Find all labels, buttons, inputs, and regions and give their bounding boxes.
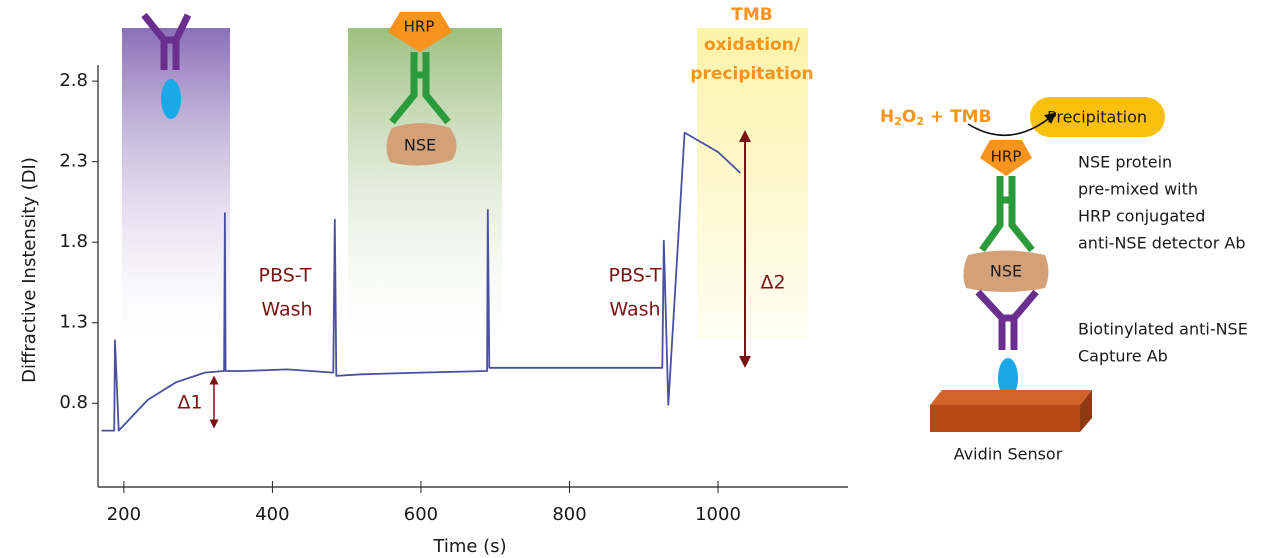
reaction-part: + TMB	[924, 107, 992, 127]
biotin	[998, 358, 1018, 398]
hrp-label: HRP	[991, 148, 1022, 166]
x-tick-label: 600	[404, 504, 438, 525]
sensor-side	[1080, 390, 1092, 432]
x-tick-label: 800	[552, 504, 586, 525]
delta-label: Δ1	[177, 392, 202, 414]
detector-icon	[389, 52, 451, 125]
sensor-top	[930, 390, 1092, 405]
wash-label: Wash	[261, 299, 312, 321]
y-tick-label: 1.8	[59, 231, 88, 252]
detector-label: HRP conjugated	[1078, 207, 1205, 226]
nse-icon	[386, 123, 457, 166]
y-tick-label: 2.8	[59, 70, 88, 91]
biotin-icon	[161, 79, 181, 119]
yellow-band	[697, 28, 808, 338]
x-tick-label: 200	[107, 504, 141, 525]
detector-label: pre-mixed with	[1078, 180, 1198, 199]
nse-shape	[963, 250, 1049, 292]
reaction-part: H	[880, 107, 894, 127]
y-tick-label: 0.8	[59, 392, 88, 413]
plot: Diffractive Instensity (DI) Time (s) PBS…	[19, 5, 848, 557]
tmb-label: TMB	[731, 5, 772, 25]
x-tick-label: 400	[255, 504, 289, 525]
capture-label: Capture Ab	[1078, 347, 1168, 366]
hrp-shape	[980, 140, 1032, 176]
data-line	[101, 131, 741, 432]
diagram: H2O2 + TMB Precipitation HRP NSE Avidin …	[880, 97, 1248, 464]
y-tick-label: 2.3	[59, 151, 88, 172]
tmb-label: precipitation	[690, 64, 813, 84]
sensor-label: Avidin Sensor	[954, 445, 1063, 464]
reaction-arrow	[967, 112, 1057, 136]
hrp-icon	[388, 12, 452, 52]
wash-label: Wash	[609, 299, 660, 321]
product-pill	[1030, 97, 1165, 137]
tmb-label: oxidation/	[704, 35, 801, 55]
wash-label: PBS-T	[609, 265, 662, 287]
purple-band	[122, 28, 230, 338]
band-hrp-label: HRP	[404, 18, 435, 36]
nse-label: NSE	[990, 262, 1022, 281]
delta-label: Δ2	[760, 272, 785, 294]
reaction-part: O	[902, 107, 916, 127]
antibody-icon	[141, 12, 192, 70]
wash-label: PBS-T	[259, 265, 312, 287]
band-nse-label: NSE	[404, 136, 436, 155]
sensor-front	[930, 405, 1080, 432]
bands: HRP NSE	[122, 12, 808, 338]
capture-label: Biotinylated anti-NSE	[1078, 320, 1248, 339]
x-tick-label: 1000	[695, 504, 741, 525]
y-axis-label: Diffractive Instensity (DI)	[19, 157, 40, 383]
detector-label: anti-NSE detector Ab	[1078, 234, 1246, 253]
product-label: Precipitation	[1047, 108, 1147, 127]
reaction-part: 2	[894, 115, 902, 128]
y-tick-label: 1.3	[59, 312, 88, 333]
detector-label: NSE protein	[1078, 153, 1172, 172]
reaction-part: 2	[916, 115, 924, 128]
capture-ab	[975, 289, 1039, 350]
reaction-label: H2O2 + TMB	[880, 107, 992, 128]
x-axis-label: Time (s)	[432, 536, 506, 557]
detector-ab	[979, 176, 1035, 253]
